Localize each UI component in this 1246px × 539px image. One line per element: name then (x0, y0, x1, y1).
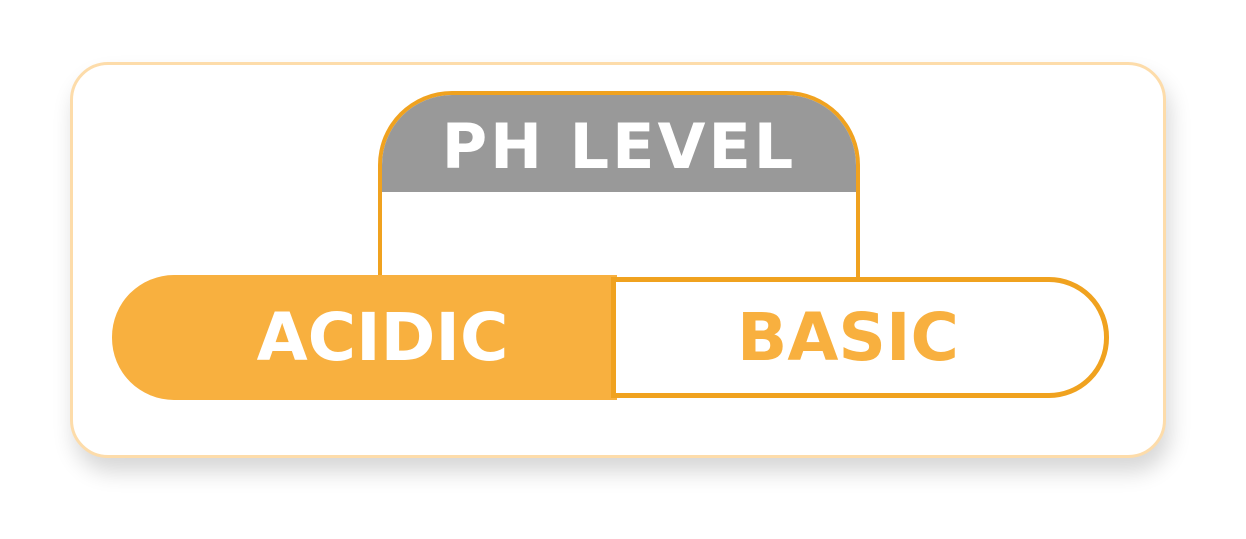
acidic-label: ACIDIC (256, 298, 509, 376)
ph-level-title: PH LEVEL (441, 109, 797, 183)
basic-label: BASIC (737, 298, 959, 376)
ph-level-header: PH LEVEL (382, 95, 856, 192)
ph-scale: ACIDIC BASIC (112, 275, 1109, 400)
ph-level-tab: PH LEVEL (378, 91, 860, 291)
basic-segment: BASIC (611, 277, 1109, 398)
acidic-segment: ACIDIC (112, 275, 617, 400)
